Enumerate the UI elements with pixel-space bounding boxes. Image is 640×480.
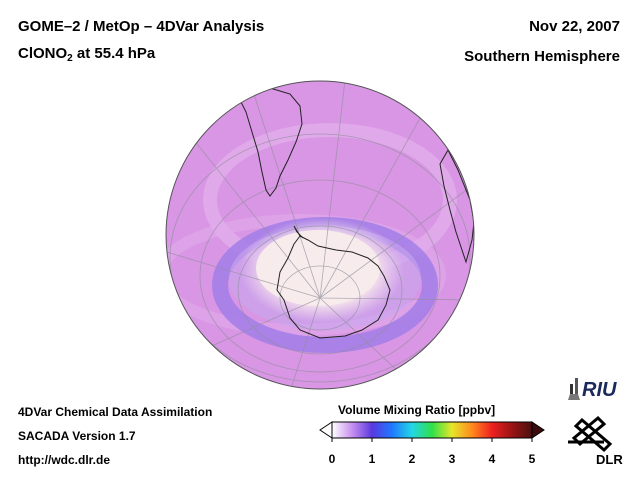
africa-coastline	[439, 148, 474, 264]
footer-method: 4DVar Chemical Data Assimilation	[18, 405, 213, 419]
species-level: at 55.4 hPa	[72, 45, 156, 62]
species-subscript: 2	[67, 53, 73, 64]
map-title: GOME–2 / MetOp – 4DVar Analysis	[18, 18, 265, 35]
dlr-logo-text: DLR	[596, 452, 623, 467]
colorbar-scale	[331, 421, 533, 439]
riu-logo: RIU	[568, 378, 617, 401]
colorbar-title: Volume Mixing Ratio [ppbv]	[338, 403, 496, 417]
antarctica-coastline	[276, 235, 391, 339]
colorbar-tick-label: 3	[448, 452, 456, 466]
footer-url[interactable]: http://wdc.dlr.de	[18, 453, 110, 467]
colorbar-tick-label: 0	[328, 452, 336, 466]
colorbar-low-arrow	[319, 421, 333, 439]
antarctic-peninsula	[293, 225, 304, 239]
colorbar-tick-label: 1	[368, 452, 376, 466]
species-label: ClONO2 at 55.4 hPa	[18, 45, 156, 64]
colorbar-tick-label: 5	[528, 452, 536, 466]
graticule	[166, 81, 474, 389]
globe-outline	[165, 80, 475, 390]
south-america-coastline	[235, 87, 303, 197]
dlr-emblem-icon	[568, 415, 613, 453]
dlr-logo: DLR	[568, 415, 623, 467]
colorbar	[319, 421, 545, 442]
species-name: ClONO	[18, 45, 68, 62]
depletion-core	[256, 230, 380, 306]
footer-version: SACADA Version 1.7	[18, 429, 136, 443]
colorbar-tick-label: 4	[488, 452, 496, 466]
colorbar-high-arrow	[531, 421, 545, 439]
hemisphere-label: Southern Hemisphere	[464, 48, 620, 65]
date-label: Nov 22, 2007	[529, 18, 620, 35]
colorbar-tick-marks	[331, 438, 533, 442]
globe-map	[165, 80, 475, 390]
colorbar-tick-label: 2	[408, 452, 416, 466]
riu-logo-text: RIU	[582, 379, 617, 401]
